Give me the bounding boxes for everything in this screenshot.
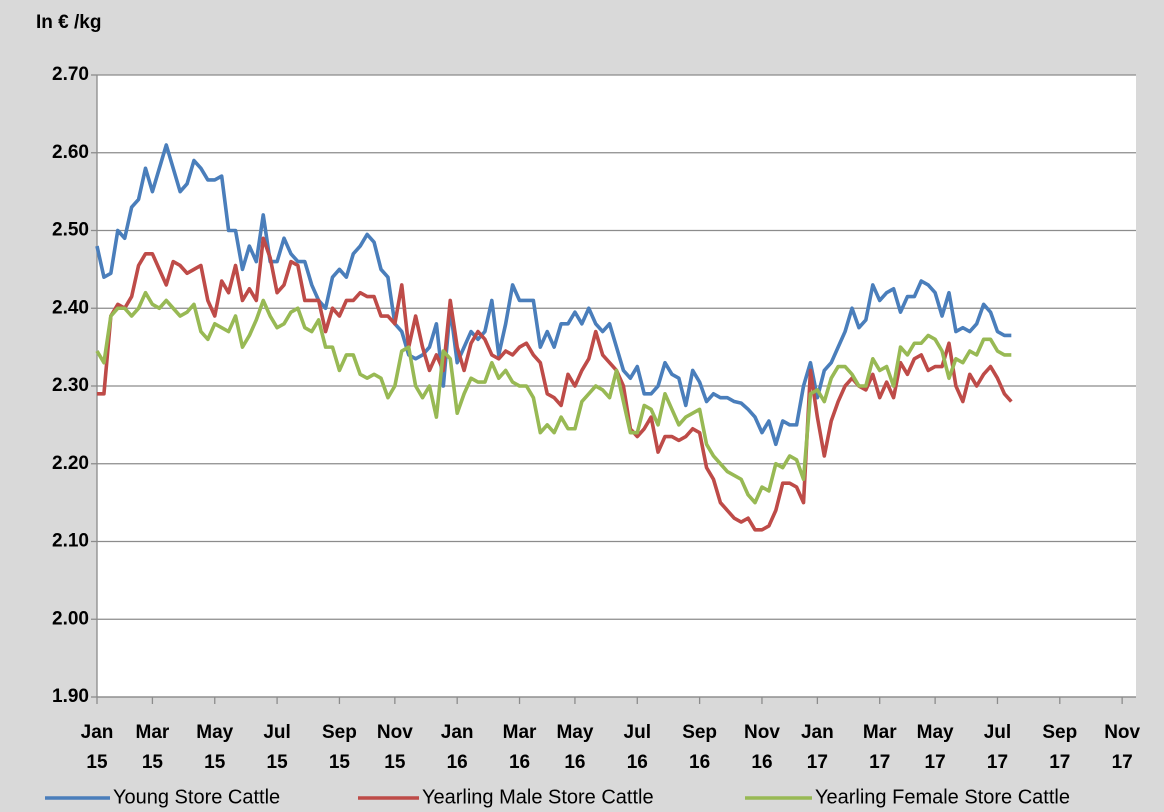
y-tick-label: 2.30 — [52, 375, 89, 396]
x-tick-label: Jul 16 — [624, 722, 651, 773]
x-tick-label: May 16 — [556, 722, 593, 773]
x-tick-label: Jul 15 — [263, 722, 290, 773]
x-tick-label: Nov 16 — [744, 722, 780, 773]
x-tick-label: Sep 17 — [1042, 722, 1077, 773]
x-tick-label: Jan 17 — [801, 722, 834, 773]
y-tick-label: 2.00 — [52, 608, 89, 629]
x-tick-label: Sep 16 — [682, 722, 717, 773]
x-tick-label: Mar 15 — [136, 722, 170, 773]
x-tick-label: Nov 15 — [377, 722, 413, 773]
y-tick-label: 2.50 — [52, 220, 89, 241]
x-tick-label: Sep 15 — [322, 722, 357, 773]
x-tick-label: Jul 17 — [984, 722, 1011, 773]
y-tick-label: 2.10 — [52, 531, 89, 552]
y-tick-label: 2.40 — [52, 297, 89, 318]
x-tick-label: Mar 17 — [863, 722, 897, 773]
y-tick-label: 2.70 — [52, 64, 89, 85]
x-tick-label: Jan 15 — [81, 722, 114, 773]
legend-text: Yearling Male Store Cattle — [422, 786, 654, 808]
series-line — [95, 143, 1012, 447]
chart-title: In € /kg — [36, 12, 101, 33]
series-line — [95, 290, 1012, 505]
x-tick-label: Jan 16 — [441, 722, 474, 773]
x-tick-label: May 15 — [196, 722, 233, 773]
x-tick-label: Nov 17 — [1104, 722, 1140, 773]
x-tick-label: May 17 — [917, 722, 954, 773]
y-tick-label: 2.60 — [52, 142, 89, 163]
x-tick-label: Mar 16 — [503, 722, 537, 773]
y-tick-label: 2.20 — [52, 453, 89, 474]
y-tick-label: 1.90 — [52, 686, 89, 707]
legend-text: Yearling Female Store Cattle — [815, 786, 1070, 808]
legend-text: Young Store Cattle — [113, 786, 280, 808]
